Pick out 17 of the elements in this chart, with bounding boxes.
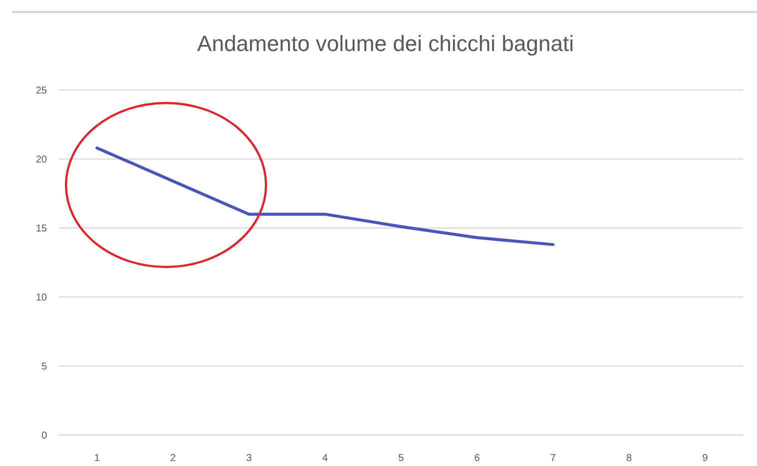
x-tick-label: 2 (170, 453, 176, 464)
y-tick-label: 5 (41, 362, 48, 373)
line-series (96, 146, 554, 246)
x-tick-label: 9 (702, 453, 708, 464)
chart-title: Andamento volume dei chicchi bagnati (196, 31, 575, 57)
x-tick-label: 5 (398, 453, 404, 464)
x-tick-label: 7 (550, 453, 556, 464)
x-tick-label: 1 (94, 453, 100, 464)
x-tick-label: 6 (474, 453, 480, 464)
x-tick-label: 3 (246, 453, 252, 464)
x-tick-label: 8 (626, 453, 632, 464)
x-tick-label: 4 (322, 453, 328, 464)
y-tick-label: 10 (36, 292, 48, 304)
y-tick-label: 20 (36, 154, 48, 166)
y-tick-label: 25 (36, 86, 48, 97)
y-tick-label: 15 (36, 224, 48, 235)
y-tick-label: 0 (41, 430, 48, 442)
